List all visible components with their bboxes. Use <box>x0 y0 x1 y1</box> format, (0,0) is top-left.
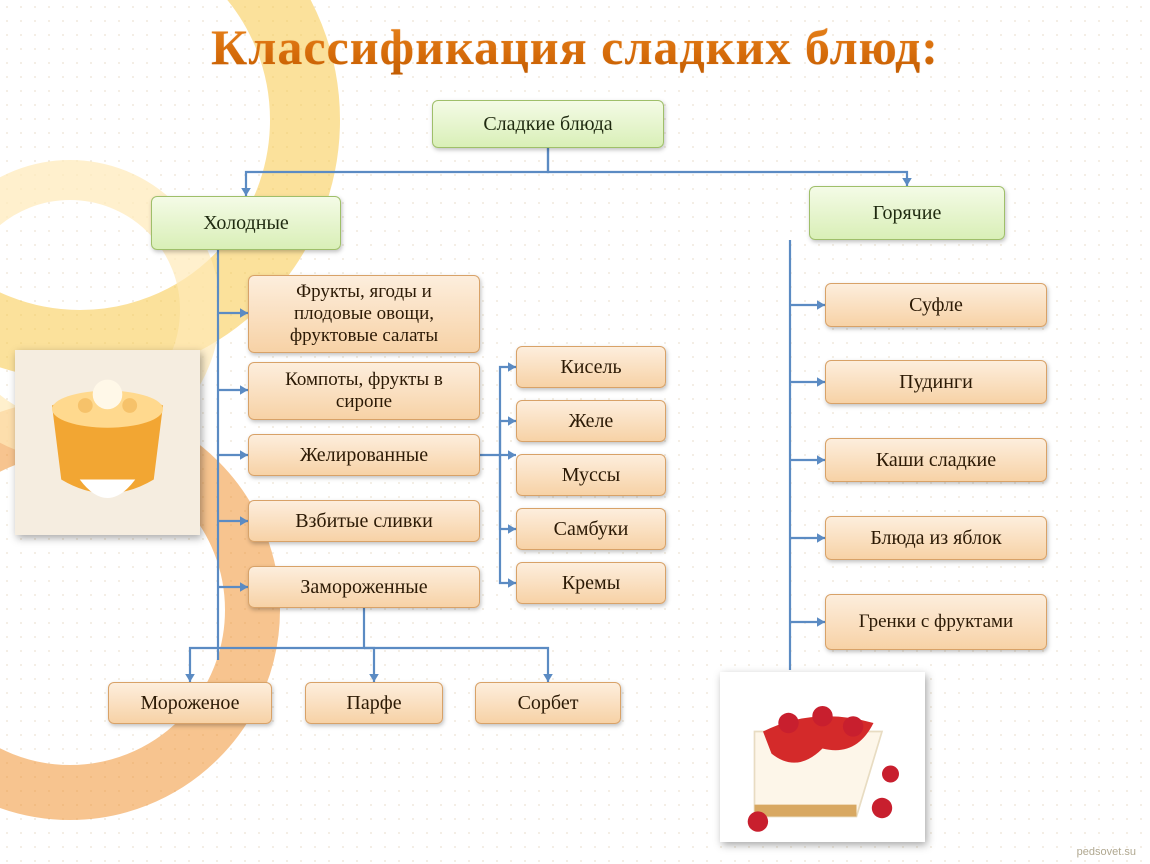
node-cold1: Фрукты, ягоды и плодовые овощи, фруктовы… <box>248 275 480 353</box>
cheesecake-image <box>720 672 925 842</box>
node-froz3: Сорбет <box>475 682 621 724</box>
node-jel2: Желе <box>516 400 666 442</box>
node-cold5: Замороженные <box>248 566 480 608</box>
node-jel1: Кисель <box>516 346 666 388</box>
node-froz1: Мороженое <box>108 682 272 724</box>
node-cold3: Желированные <box>248 434 480 476</box>
node-hot5: Гренки с фруктами <box>825 594 1047 650</box>
node-root: Сладкие блюда <box>432 100 664 148</box>
node-jel5: Кремы <box>516 562 666 604</box>
node-hot1: Суфле <box>825 283 1047 327</box>
footer-credit: pedsovet.su <box>1077 846 1136 858</box>
node-hot4: Блюда из яблок <box>825 516 1047 560</box>
dessert-glass-image <box>15 350 200 535</box>
slide-title: Классификация сладких блюд: <box>0 18 1150 76</box>
node-cold2: Компоты, фрукты в сиропе <box>248 362 480 420</box>
node-froz2: Парфе <box>305 682 443 724</box>
node-jel3: Муссы <box>516 454 666 496</box>
node-cold4: Взбитые сливки <box>248 500 480 542</box>
node-hot2: Пудинги <box>825 360 1047 404</box>
node-jel4: Самбуки <box>516 508 666 550</box>
node-cold: Холодные <box>151 196 341 250</box>
node-hot3: Каши сладкие <box>825 438 1047 482</box>
node-hot: Горячие <box>809 186 1005 240</box>
